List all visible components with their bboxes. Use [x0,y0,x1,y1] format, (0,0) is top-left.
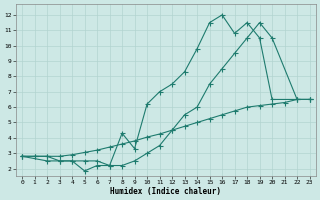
X-axis label: Humidex (Indice chaleur): Humidex (Indice chaleur) [110,187,221,196]
